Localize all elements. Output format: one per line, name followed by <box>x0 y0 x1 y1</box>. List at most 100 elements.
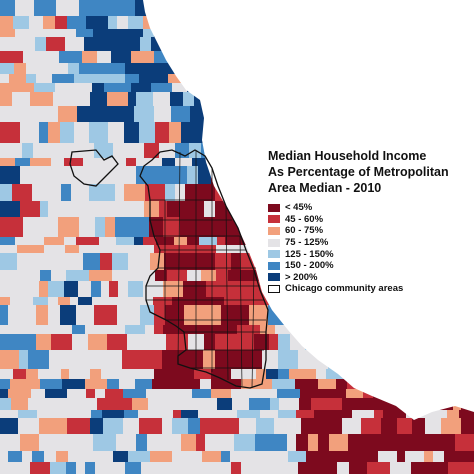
census-tract <box>49 51 60 64</box>
census-tract <box>190 106 205 123</box>
census-tract <box>165 305 185 326</box>
census-tract <box>455 434 474 452</box>
census-tract <box>306 462 321 474</box>
census-tract <box>107 334 128 351</box>
census-tract <box>256 369 267 380</box>
census-tract <box>33 297 49 306</box>
census-tract <box>10 379 30 390</box>
census-tract <box>97 51 112 64</box>
census-tract <box>30 106 48 123</box>
census-tract <box>20 122 40 144</box>
census-tract <box>0 379 11 390</box>
census-tract <box>49 184 62 202</box>
census-tract <box>69 166 92 185</box>
census-tract <box>85 325 95 335</box>
legend-label: 150 - 200% <box>285 260 334 272</box>
census-tract <box>279 462 299 474</box>
census-tract <box>124 184 146 202</box>
census-tract <box>113 158 127 167</box>
census-tract <box>14 63 27 75</box>
legend-item: 150 - 200% <box>268 260 403 272</box>
census-tract <box>163 398 182 411</box>
census-tract <box>226 410 238 419</box>
census-tract <box>144 201 160 218</box>
census-tract <box>168 379 189 390</box>
census-tract <box>205 434 214 452</box>
census-tract <box>0 0 16 17</box>
census-tract <box>288 451 307 463</box>
census-tract <box>153 92 171 107</box>
census-tract <box>369 434 387 452</box>
census-tract <box>216 245 239 254</box>
census-tract <box>185 184 206 202</box>
census-tract <box>238 281 261 298</box>
census-tract <box>78 201 90 218</box>
census-tract <box>79 0 99 17</box>
census-tract <box>215 334 235 351</box>
census-tract <box>76 29 94 38</box>
census-tract <box>331 398 343 411</box>
map-legend: < 45% 45 - 60% 60 - 75% 75 - 125% 125 - … <box>268 202 403 295</box>
legend-label: < 45% <box>285 202 313 214</box>
census-tract <box>15 29 30 38</box>
census-tract <box>145 63 154 75</box>
census-tract <box>19 350 29 370</box>
census-tract <box>0 92 13 107</box>
census-tract <box>153 63 162 75</box>
census-tract <box>181 434 197 452</box>
census-tract <box>221 451 231 463</box>
census-tract <box>215 350 226 370</box>
census-tract <box>326 410 337 419</box>
census-tract <box>378 451 398 463</box>
census-tract <box>440 462 449 474</box>
census-tract <box>165 184 176 202</box>
census-tract <box>167 201 182 218</box>
census-tract <box>91 410 103 419</box>
census-tract <box>8 281 30 298</box>
census-tract <box>278 334 291 351</box>
census-tract <box>29 16 44 30</box>
census-tract <box>167 270 188 282</box>
census-tract <box>88 350 97 370</box>
census-tract <box>143 281 164 298</box>
census-tract <box>18 418 40 435</box>
census-tract <box>348 434 370 452</box>
census-tract <box>441 418 462 435</box>
legend-swatch <box>268 261 280 270</box>
census-tract <box>205 253 216 271</box>
census-tract <box>92 297 110 306</box>
census-tract <box>59 51 74 64</box>
census-tract <box>32 451 45 463</box>
legend-swatch <box>268 273 280 282</box>
census-tract <box>44 245 66 254</box>
census-tract <box>98 0 122 17</box>
census-tract <box>278 350 299 370</box>
census-tract <box>76 305 95 326</box>
census-tract <box>154 369 175 380</box>
census-tract <box>231 389 255 399</box>
census-tract <box>117 305 141 326</box>
census-tract <box>194 398 218 411</box>
legend-swatch <box>268 284 280 293</box>
census-tract <box>127 334 140 351</box>
census-tract <box>139 418 163 435</box>
census-tract <box>91 166 101 185</box>
census-tract <box>142 297 154 306</box>
census-tract <box>48 305 61 326</box>
census-tract <box>40 201 49 218</box>
census-tract <box>429 462 441 474</box>
census-tract <box>386 434 397 452</box>
census-tract <box>224 281 239 298</box>
census-tract <box>89 398 98 411</box>
census-tract <box>181 410 199 419</box>
census-tract <box>468 462 474 474</box>
census-tract <box>8 410 19 419</box>
census-tract <box>51 270 67 282</box>
title-line: Area Median - 2010 <box>268 181 382 195</box>
census-tract <box>204 334 216 351</box>
census-tract <box>120 398 133 411</box>
census-tract <box>90 92 108 107</box>
census-tract <box>259 379 273 390</box>
legend-label: Chicago community areas <box>285 283 404 295</box>
census-tract <box>67 418 77 435</box>
